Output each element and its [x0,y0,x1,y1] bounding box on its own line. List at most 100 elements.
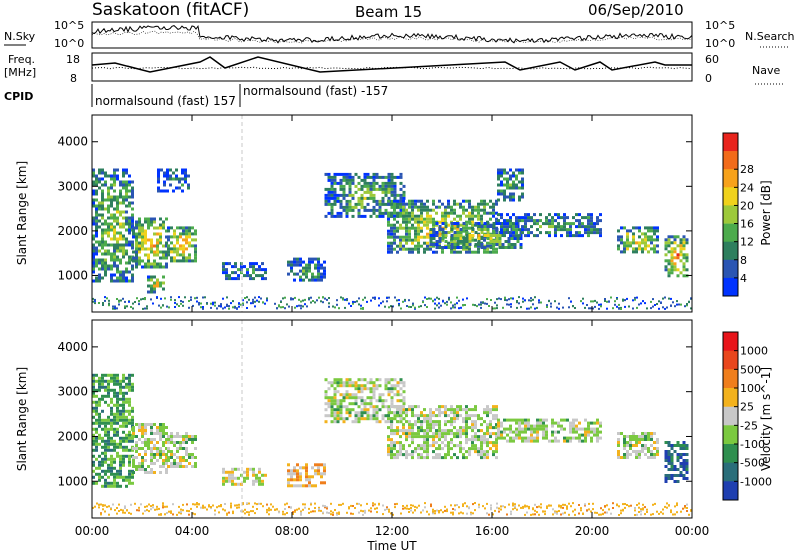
echo-cell [348,302,350,305]
echo-cell [404,298,406,301]
echo-cell [656,453,659,456]
echo-cell [153,265,156,269]
echo-cell [410,504,412,507]
echo-cell [438,240,442,243]
echo-cell [206,302,208,305]
echo-cell [563,418,566,422]
echo-cell [135,447,138,450]
echo-cell [147,441,150,444]
echo-cell [360,509,362,512]
echo-cell [310,503,312,506]
echo-cell [258,467,261,471]
echo-cell [423,223,426,227]
echo-cell [375,405,379,409]
echo-cell [119,391,122,395]
echo-cell [244,508,246,511]
echo-cell [324,378,328,382]
echo-cell [399,429,402,433]
echo-cell [474,450,477,454]
echo-cell [432,435,435,439]
echo-cell [95,213,98,217]
echo-cell [156,459,159,462]
echo-cell [156,508,158,511]
echo-cell [190,507,192,510]
echo-cell [119,279,122,283]
echo-cell [588,307,590,310]
echo-cell [220,305,222,308]
echo-cell [231,277,234,281]
echo-cell [489,250,492,254]
echo-cell [592,307,594,310]
echo-cell [644,235,647,239]
echo-cell [667,444,671,447]
echo-cell [390,396,394,400]
echo-cell [411,211,414,215]
echo-cell [182,438,185,441]
echo-cell [632,232,635,236]
echo-cell [184,171,187,175]
echo-cell [506,427,509,431]
echo-cell [667,477,671,480]
echo-cell [503,228,506,232]
echo-cell [224,306,226,309]
echo-cell [542,436,545,440]
echo-cell [624,503,626,505]
echo-cell [336,411,340,415]
echo-cell [163,180,166,184]
echo-cell [238,506,240,509]
echo-cell [670,447,674,450]
echo-cell [423,205,426,209]
echo-cell [339,211,343,215]
echo-cell [136,297,138,300]
echo-cell [95,264,98,268]
echo-cell [495,234,499,237]
echo-cell [308,278,311,282]
echo-cell [270,508,272,511]
echo-cell [196,503,198,506]
echo-cell [378,205,382,209]
echo-cell [116,421,119,425]
echo-cell [324,193,328,197]
echo-cell [324,196,328,200]
echo-cell [314,469,317,473]
echo-cell [116,168,119,172]
echo-cell [342,190,346,194]
echo-cell [107,391,110,395]
echo-cell [138,220,141,224]
echo-cell [426,429,429,433]
echo-cell [327,405,331,409]
echo-cell [175,174,178,178]
echo-cell [100,503,102,506]
echo-cell [224,503,226,505]
echo-cell [462,298,464,301]
echo-cell [125,168,128,172]
echo-cell [420,453,423,457]
echo-cell [622,509,624,512]
echo-cell [170,462,173,465]
echo-cell [158,304,160,307]
echo-cell [119,210,122,214]
echo-cell [447,246,451,249]
echo-cell [426,417,429,421]
echo-cell [679,271,683,275]
echo-cell [372,387,376,391]
echo-cell [354,414,358,418]
echo-cell [179,462,182,465]
power-colorbar-label: Power [dB] [759,180,773,245]
echo-cell [682,253,686,257]
echo-cell [264,277,267,281]
echo-cell [317,263,320,267]
echo-cell [244,297,246,299]
echo-cell [438,220,441,224]
echo-cell [372,384,376,388]
echo-cell [131,382,134,386]
echo-cell [150,247,153,251]
echo-cell [581,225,584,229]
echo-cell [176,456,179,459]
echo-cell [396,244,399,248]
echo-cell [144,468,147,471]
echo-cell [527,228,530,232]
echo-cell [188,229,191,233]
cpid-mode-2: normalsound (fast) -157 [243,84,388,98]
echo-cell [393,384,397,388]
